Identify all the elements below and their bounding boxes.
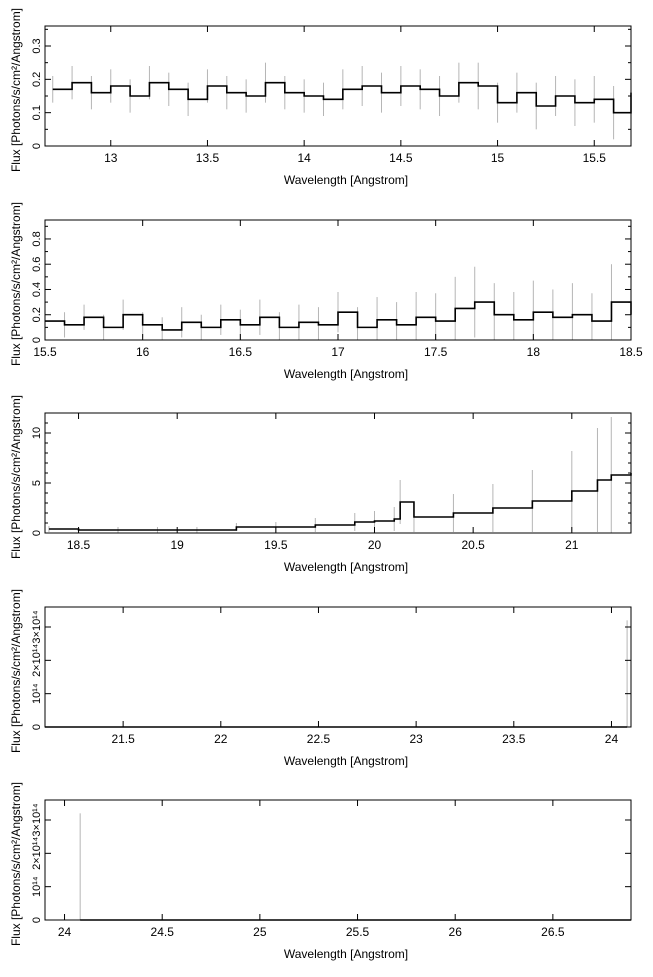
x-tick-label: 13: [104, 151, 118, 165]
x-tick-label: 17: [331, 345, 345, 359]
x-tick-label: 23: [409, 732, 423, 746]
plot-frame: [44, 412, 632, 534]
x-tick-label: 17.5: [424, 345, 448, 359]
x-axis-label: Wavelength [Angstrom]: [284, 367, 408, 381]
y-axis-label: Flux [Photons/s/cm²/Angstrom]: [9, 202, 23, 366]
y-tick-label: 3×10¹⁴: [31, 610, 43, 643]
x-tick-label: 26: [449, 925, 463, 939]
plot-frame: [44, 25, 632, 147]
x-tick-label: 16: [136, 345, 150, 359]
y-axis-label: Flux [Photons/s/cm²/Angstrom]: [9, 782, 23, 946]
y-tick-label: 0: [31, 917, 43, 923]
x-tick-label: 15.5: [583, 151, 607, 165]
x-tick-label: 21.5: [111, 732, 135, 746]
x-tick-label: 13.5: [196, 151, 220, 165]
y-tick-label: 10¹⁴: [31, 876, 43, 897]
y-tick-label: 5: [31, 480, 43, 486]
y-tick-label: 0.2: [31, 72, 43, 87]
x-tick-label: 14: [297, 151, 311, 165]
x-tick-label: 21: [565, 538, 579, 552]
x-tick-label: 20.5: [461, 538, 485, 552]
y-tick-label: 2×10¹⁴: [31, 836, 43, 869]
plot-frame: [44, 799, 632, 921]
x-tick-label: 23.5: [502, 732, 526, 746]
x-tick-label: 24: [605, 732, 619, 746]
x-axis-label: Wavelength [Angstrom]: [284, 754, 408, 768]
x-tick-label: 19: [171, 538, 185, 552]
series-line-1: [52, 81, 632, 114]
x-tick-label: 18.5: [67, 538, 91, 552]
y-tick-label: 3×10¹⁴: [31, 803, 43, 836]
series-line-1: [45, 301, 632, 331]
x-tick-label: 18: [527, 345, 541, 359]
y-tick-label: 0.6: [31, 257, 43, 272]
panel-1: 13 13.5 14 14.5 15 15.5 0 0.1 0.2 0.3 Wavelength […: [9, 8, 632, 187]
y-axis-label: Flux [Photons/s/cm²/Angstrom]: [9, 395, 23, 559]
x-tick-label: 24.5: [151, 925, 175, 939]
series-line-1: [48, 473, 632, 531]
y-tick-label: 0: [31, 724, 43, 730]
panel-2: 15.5 16 16.5 17 17.5 18 18.5 0 0.2 0.4 0.6 0.8 Wavel…: [9, 202, 643, 381]
y-axis-label: Flux [Photons/s/cm²/Angstrom]: [9, 8, 23, 172]
x-tick-label: 26.5: [541, 925, 565, 939]
x-tick-label: 22: [214, 732, 228, 746]
panel-3: 18.5 19 19.5 20 20.5 21 0 5 10 Wavelength [Angstr…: [9, 395, 632, 574]
x-tick-label: 18.5: [619, 345, 643, 359]
x-tick-label: 25: [253, 925, 267, 939]
x-tick-label: 15: [491, 151, 505, 165]
x-tick-label: 24: [58, 925, 72, 939]
x-tick-label: 19.5: [264, 538, 288, 552]
y-tick-label: 0.3: [31, 38, 43, 53]
x-tick-label: 20: [368, 538, 382, 552]
y-axis-label: Flux [Photons/s/cm²/Angstrom]: [9, 589, 23, 753]
y-tick-label: 10¹⁴: [31, 683, 43, 704]
y-tick-label: 10: [31, 427, 43, 439]
y-tick-label: 0.2: [31, 307, 43, 322]
y-tick-label: 0: [31, 143, 43, 149]
x-tick-label: 25.5: [346, 925, 370, 939]
y-tick-label: 0.8: [31, 231, 43, 246]
x-tick-label: 16.5: [229, 345, 253, 359]
plot-frame: [44, 606, 632, 728]
x-tick-label: 15.5: [33, 345, 57, 359]
y-tick-label: 0.4: [31, 282, 43, 297]
y-tick-label: 2×10¹⁴: [31, 643, 43, 676]
x-tick-label: 14.5: [389, 151, 413, 165]
x-axis-label: Wavelength [Angstrom]: [284, 173, 408, 187]
x-tick-label: 22.5: [307, 732, 331, 746]
y-tick-label: 0: [31, 337, 43, 343]
x-axis-label: Wavelength [Angstrom]: [284, 947, 408, 961]
y-tick-label: 0.1: [31, 105, 43, 120]
x-axis-label: Wavelength [Angstrom]: [284, 560, 408, 574]
y-tick-label: 0: [31, 530, 43, 536]
